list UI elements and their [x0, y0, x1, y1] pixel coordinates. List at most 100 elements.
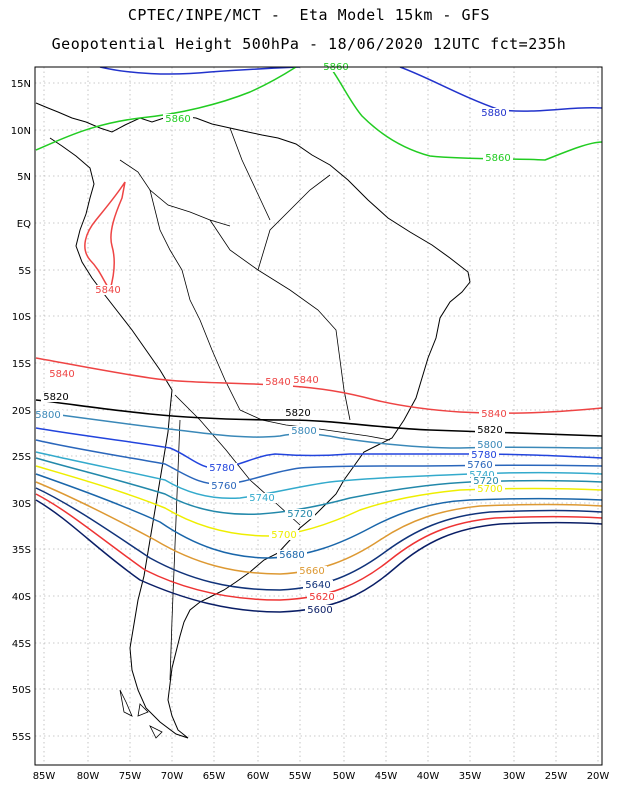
contour-label-bg [207, 463, 237, 473]
contour-label-bg [479, 108, 509, 118]
map-frame [34, 66, 603, 766]
y-tick-label: 5S [18, 266, 31, 277]
contour-label-5800: 5800 [291, 426, 316, 437]
x-tick-label: 85W [33, 771, 56, 782]
contour-label-5600: 5600 [307, 605, 332, 616]
contour-label-5780: 5780 [471, 450, 496, 461]
lat-lon-grid [35, 67, 602, 765]
contour-label-5840: 5840 [95, 285, 120, 296]
contour-label-5740: 5740 [469, 470, 494, 481]
y-axis-ticks: 15N 10N 5N EQ 5S 10S 15S 20S 25S 30S 35S 40S 45S 50S 5… [11, 79, 31, 743]
contour-label-5800: 5800 [477, 440, 502, 451]
contour-label-5840: 5840 [265, 377, 290, 388]
contour-label-bg [247, 493, 277, 503]
x-tick-label: 50W [333, 771, 356, 782]
contour-lines [35, 67, 602, 613]
contour-label-bg [33, 410, 63, 420]
contour-label-5860: 5860 [165, 114, 190, 125]
x-tick-label: 20W [587, 771, 610, 782]
contour-label-5760: 5760 [211, 481, 236, 492]
y-tick-label: 40S [12, 592, 31, 603]
contour-label-bg [41, 392, 71, 402]
contour-line-5760 [35, 439, 602, 485]
contour-label-bg [47, 369, 77, 379]
x-axis-ticks: 85W 80W 75W 70W 65W 60W 55W 50W 45W 40W 35W 30W 25W 2… [33, 771, 610, 782]
contour-line-5680 [35, 473, 602, 559]
x-tick-label: 35W [459, 771, 482, 782]
x-tick-label: 60W [247, 771, 270, 782]
contour-label-bg [283, 408, 313, 418]
x-tick-label: 75W [119, 771, 142, 782]
contour-line-5840 [35, 357, 602, 414]
contour-label-5720: 5720 [473, 476, 498, 487]
contour-label-5660: 5660 [299, 566, 324, 577]
contour-label-5800: 5800 [35, 410, 60, 421]
map-title-line-2: Geopotential Height 500hPa - 18/06/2020 … [51, 35, 567, 53]
contour-label-bg [467, 470, 497, 480]
contour-label-bg [269, 530, 299, 540]
contour-label-bg [93, 285, 123, 295]
x-tick-label: 30W [503, 771, 526, 782]
y-tick-label: EQ [17, 219, 31, 230]
contour-label-bg [289, 426, 319, 436]
x-tick-label: 80W [77, 771, 100, 782]
y-tick-label: 35S [12, 545, 31, 556]
y-tick-label: 5N [17, 172, 31, 183]
x-tick-label: 65W [203, 771, 226, 782]
contour-label-5860: 5860 [485, 153, 510, 164]
contour-line-5840 [84, 181, 126, 292]
contour-label-5840: 5840 [481, 409, 506, 420]
contour-label-bg [469, 450, 499, 460]
y-tick-label: 15N [11, 79, 31, 90]
y-tick-label: 45S [12, 639, 31, 650]
contour-line-5880 [399, 67, 602, 112]
map-title-line-1: CPTEC/INPE/MCT - Eta Model 15km - GFS [127, 6, 491, 24]
contour-label-5840: 5840 [49, 369, 74, 380]
contour-line-5600 [35, 499, 602, 613]
y-tick-label: 50S [12, 685, 31, 696]
contour-label-bg [291, 375, 321, 385]
contour-line-5880 [99, 67, 301, 75]
contour-label-bg [303, 580, 333, 590]
contour-label-5700: 5700 [477, 484, 502, 495]
contour-label-5820: 5820 [43, 392, 68, 403]
x-tick-label: 25W [545, 771, 568, 782]
contour-label-5640: 5640 [305, 580, 330, 591]
contour-label-bg [479, 409, 509, 419]
contour-label-bg [307, 592, 337, 602]
contour-label-bg [483, 153, 513, 163]
contour-label-bg [285, 509, 315, 519]
contour-label-5680: 5680 [279, 550, 304, 561]
contour-label-5820: 5820 [285, 408, 310, 419]
contour-line-5860 [35, 67, 297, 151]
x-tick-label: 55W [289, 771, 312, 782]
contour-label-bg [475, 425, 505, 435]
x-tick-label: 40W [417, 771, 440, 782]
contour-label-5700: 5700 [271, 530, 296, 541]
contour-line-5660 [35, 481, 602, 575]
contour-label-bg [305, 605, 335, 615]
contour-label-bg [297, 566, 327, 576]
contour-label-5760: 5760 [467, 460, 492, 471]
contour-line-5620 [35, 493, 602, 601]
y-tick-label: 10N [11, 126, 31, 137]
contour-label-5820: 5820 [477, 425, 502, 436]
y-tick-label: 15S [12, 359, 31, 370]
x-tick-label: 45W [375, 771, 398, 782]
contour-labels: 5880586058605860584058405840584058405820… [33, 62, 513, 616]
contour-label-5780: 5780 [209, 463, 234, 474]
contour-label-bg [263, 377, 293, 387]
contour-label-bg [163, 114, 193, 124]
y-tick-label: 30S [12, 499, 31, 510]
y-tick-label: 20S [12, 406, 31, 417]
x-tick-label: 70W [161, 771, 184, 782]
contour-label-5740: 5740 [249, 493, 274, 504]
y-tick-label: 25S [12, 452, 31, 463]
contour-label-bg [277, 550, 307, 560]
contour-label-bg [475, 484, 505, 494]
contour-label-5840: 5840 [293, 375, 318, 386]
contour-label-bg [209, 481, 239, 491]
contour-label-bg [471, 476, 501, 486]
y-tick-label: 55S [12, 732, 31, 743]
